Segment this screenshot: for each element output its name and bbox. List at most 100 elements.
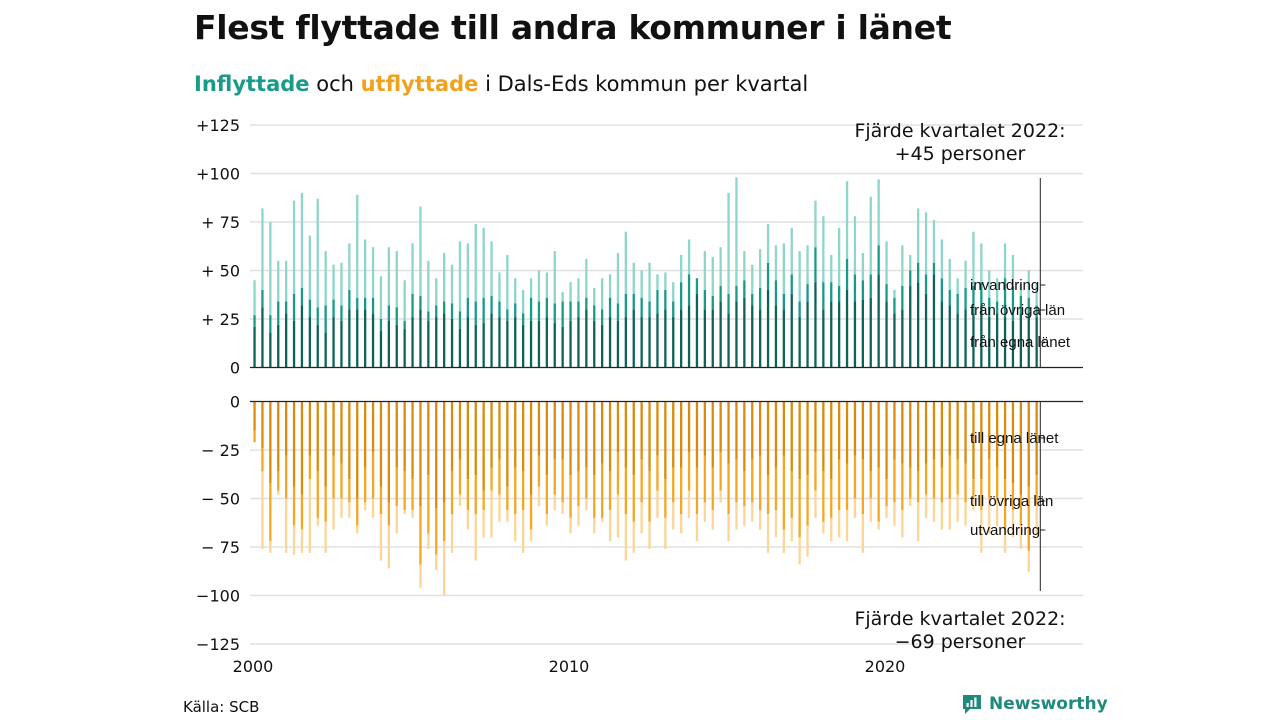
outflow-bar [601,401,604,464]
outflow-bar [585,401,588,468]
outflow-bar [869,401,872,472]
inflow-bar [443,301,446,314]
annotation-bottom-value: −69 personer [895,631,1026,653]
inflow-bar [932,262,936,275]
inflow-bar [964,260,967,288]
outflow-bar [917,502,920,542]
inflow-bar [893,289,896,298]
brand-logo[interactable]: Newsworthy [961,693,1108,715]
inflow-bar [364,239,367,298]
inflow-bar [845,181,849,259]
inflow-bar [537,301,541,321]
outflow-bar [514,467,517,515]
inflow-bar [672,301,675,318]
inflow-bar [379,330,383,368]
inflow-bar [972,286,975,314]
inflow-bar [743,297,746,368]
inflow-bar [292,293,296,321]
inflow-bar [861,253,864,281]
inflow-bar [285,301,288,314]
outflow-bar [474,514,477,561]
inflow-bar [261,289,264,308]
outflow-bar [727,401,730,464]
inflow-bar [687,305,691,368]
outflow-bar [616,451,620,495]
outflow-bar [379,486,383,515]
inflow-bar [814,282,817,368]
outflow-bar [253,430,256,443]
inflow-bar [664,309,667,368]
outflow-bar [735,401,738,460]
outflow-bar [514,514,517,542]
outflow-bar [996,498,999,526]
outflow-bar [814,401,817,452]
inflow-bar [672,282,675,302]
inflow-bar [948,305,951,368]
outflow-bar [924,401,928,464]
outflow-bar [1011,401,1015,483]
inflow-bar [277,324,280,368]
inflow-bar [988,317,991,368]
outflow-bar [751,502,754,522]
outflow-bar [774,510,778,538]
inflow-bar [932,220,936,263]
outflow-bar [909,401,912,468]
inflow-bar [980,305,983,368]
inflow-bar [624,293,627,318]
outflow-bar [932,459,936,499]
outflow-bar [932,498,936,522]
outflow-bar [624,467,627,515]
inflow-bar [782,309,785,368]
x-tick-label: 2010 [549,657,590,676]
inflow-bar [458,328,462,368]
inflow-bar [498,272,501,302]
outflow-bar [356,525,359,534]
inflow-bar [687,239,691,275]
inflow-bar [1003,317,1007,368]
outflow-bar [924,494,928,518]
inflow-bar [727,192,730,294]
outflow-bar [901,401,904,464]
outflow-bar [292,401,296,487]
outflow-bar [261,401,264,449]
outflow-bar [1003,529,1007,553]
annotation-top-value: +45 personer [895,143,1026,165]
inflow-bar [585,297,588,310]
inflow-bar [956,278,959,294]
outflow-bar [577,401,580,472]
outflow-bar [901,463,904,511]
inflow-bar [924,274,928,294]
inflow-bar [253,326,256,368]
outflow-bar [545,401,548,476]
inflow-bar [466,297,469,318]
outflow-bar [972,479,975,499]
outflow-bar [869,471,872,499]
inflow-bar [853,216,857,275]
outflow-bar [324,521,327,553]
outflow-bar [988,498,991,534]
outflow-bar [932,401,936,460]
outflow-bar [577,506,580,526]
outflow-bar [522,401,525,472]
outflow-bar [751,459,754,503]
outflow-bar [616,401,620,452]
x-tick-label: 2020 [865,657,906,676]
inflow-bar [450,303,454,319]
inflow-bar [537,320,541,368]
outflow-bar [869,498,872,522]
outflow-bar [458,494,462,507]
outflow-bar [790,517,793,542]
inflow-bar [1035,305,1038,318]
annotation-top-line1: Fjärde kvartalet 2022: [854,120,1065,142]
outflow-bar [782,401,785,456]
inflow-bar [751,264,754,294]
outflow-bar [419,506,422,565]
outflow-bar [901,510,904,538]
inflow-bar [996,301,999,314]
outflow-bar [450,514,454,553]
inflow-bar [561,301,564,327]
outflow-bar [1003,479,1007,530]
outflow-bar [806,401,809,476]
inflow-bar [766,262,770,290]
outflow-bar [798,479,801,538]
